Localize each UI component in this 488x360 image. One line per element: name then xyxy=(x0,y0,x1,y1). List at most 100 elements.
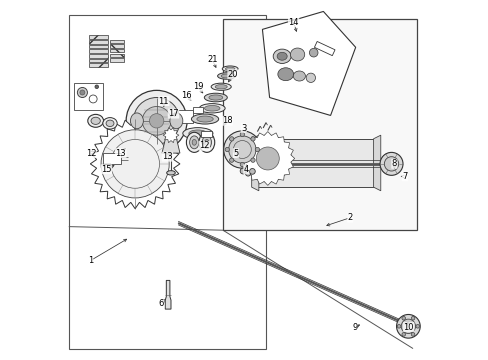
Ellipse shape xyxy=(166,171,175,175)
Text: 21: 21 xyxy=(206,55,217,64)
Bar xyxy=(314,41,334,56)
Ellipse shape xyxy=(186,132,202,152)
Ellipse shape xyxy=(277,52,286,60)
Circle shape xyxy=(379,152,402,175)
Circle shape xyxy=(228,136,255,163)
Bar xyxy=(88,59,108,62)
Text: 16: 16 xyxy=(181,91,191,100)
Ellipse shape xyxy=(197,116,213,122)
Circle shape xyxy=(396,315,419,338)
Circle shape xyxy=(240,168,245,174)
Ellipse shape xyxy=(221,74,231,78)
Ellipse shape xyxy=(208,95,222,100)
Circle shape xyxy=(255,147,259,152)
Polygon shape xyxy=(241,132,294,185)
Bar xyxy=(110,44,123,48)
Ellipse shape xyxy=(191,114,218,124)
Circle shape xyxy=(244,135,290,182)
Text: 5: 5 xyxy=(233,149,238,158)
Circle shape xyxy=(149,114,163,128)
Text: 12: 12 xyxy=(199,141,209,150)
Circle shape xyxy=(250,137,255,141)
Ellipse shape xyxy=(204,93,227,102)
Text: 20: 20 xyxy=(227,70,238,79)
Circle shape xyxy=(396,324,400,328)
Text: 15: 15 xyxy=(101,165,111,174)
Ellipse shape xyxy=(199,132,214,152)
Ellipse shape xyxy=(183,128,212,139)
Circle shape xyxy=(410,333,414,336)
Circle shape xyxy=(256,147,279,170)
Circle shape xyxy=(126,90,187,151)
Text: 2: 2 xyxy=(347,213,352,222)
Text: 11: 11 xyxy=(158,96,169,105)
Text: 14: 14 xyxy=(288,18,298,27)
Text: 13: 13 xyxy=(162,152,172,161)
Polygon shape xyxy=(251,135,258,191)
Circle shape xyxy=(142,107,171,135)
Ellipse shape xyxy=(192,139,196,145)
Text: 4: 4 xyxy=(243,165,248,174)
Ellipse shape xyxy=(293,71,305,81)
Ellipse shape xyxy=(215,85,227,89)
Circle shape xyxy=(401,333,405,336)
Bar xyxy=(251,139,373,187)
Polygon shape xyxy=(262,12,355,116)
Circle shape xyxy=(77,87,87,98)
Bar xyxy=(110,58,123,62)
Text: 8: 8 xyxy=(391,159,396,168)
Circle shape xyxy=(80,90,85,95)
Circle shape xyxy=(250,141,285,176)
Ellipse shape xyxy=(290,48,304,61)
Polygon shape xyxy=(165,280,171,309)
Text: 9: 9 xyxy=(352,323,357,332)
Ellipse shape xyxy=(106,120,114,127)
Bar xyxy=(88,45,108,48)
Bar xyxy=(88,49,108,53)
Circle shape xyxy=(410,316,414,320)
Text: 13: 13 xyxy=(115,149,126,158)
Circle shape xyxy=(305,73,315,82)
Circle shape xyxy=(95,85,99,89)
Polygon shape xyxy=(69,15,265,348)
Ellipse shape xyxy=(130,113,143,129)
Ellipse shape xyxy=(199,104,224,113)
Polygon shape xyxy=(162,134,180,153)
Circle shape xyxy=(133,98,180,144)
Circle shape xyxy=(400,319,415,333)
Polygon shape xyxy=(163,128,179,143)
Text: 1: 1 xyxy=(87,256,93,265)
Ellipse shape xyxy=(91,117,100,125)
Circle shape xyxy=(101,130,169,198)
Bar xyxy=(88,54,108,58)
Polygon shape xyxy=(201,131,211,137)
Text: 18: 18 xyxy=(222,116,232,125)
Circle shape xyxy=(249,168,255,174)
Polygon shape xyxy=(373,135,380,191)
Circle shape xyxy=(223,131,261,168)
Bar xyxy=(88,40,108,44)
Ellipse shape xyxy=(277,68,293,81)
Circle shape xyxy=(229,158,233,162)
Circle shape xyxy=(240,132,244,136)
Circle shape xyxy=(240,162,244,167)
Bar xyxy=(110,40,123,43)
Ellipse shape xyxy=(102,118,117,129)
Polygon shape xyxy=(102,153,121,164)
Polygon shape xyxy=(90,119,180,209)
Circle shape xyxy=(245,171,250,176)
Circle shape xyxy=(250,158,255,162)
Polygon shape xyxy=(192,107,203,113)
Bar xyxy=(110,54,123,57)
Text: 3: 3 xyxy=(241,123,246,132)
Ellipse shape xyxy=(211,83,231,90)
Circle shape xyxy=(384,157,398,171)
Ellipse shape xyxy=(380,153,398,175)
Text: 19: 19 xyxy=(192,82,203,91)
Ellipse shape xyxy=(88,114,103,127)
Polygon shape xyxy=(74,83,102,110)
Ellipse shape xyxy=(202,136,211,149)
Circle shape xyxy=(401,316,405,320)
Ellipse shape xyxy=(189,136,199,149)
Ellipse shape xyxy=(169,113,183,129)
